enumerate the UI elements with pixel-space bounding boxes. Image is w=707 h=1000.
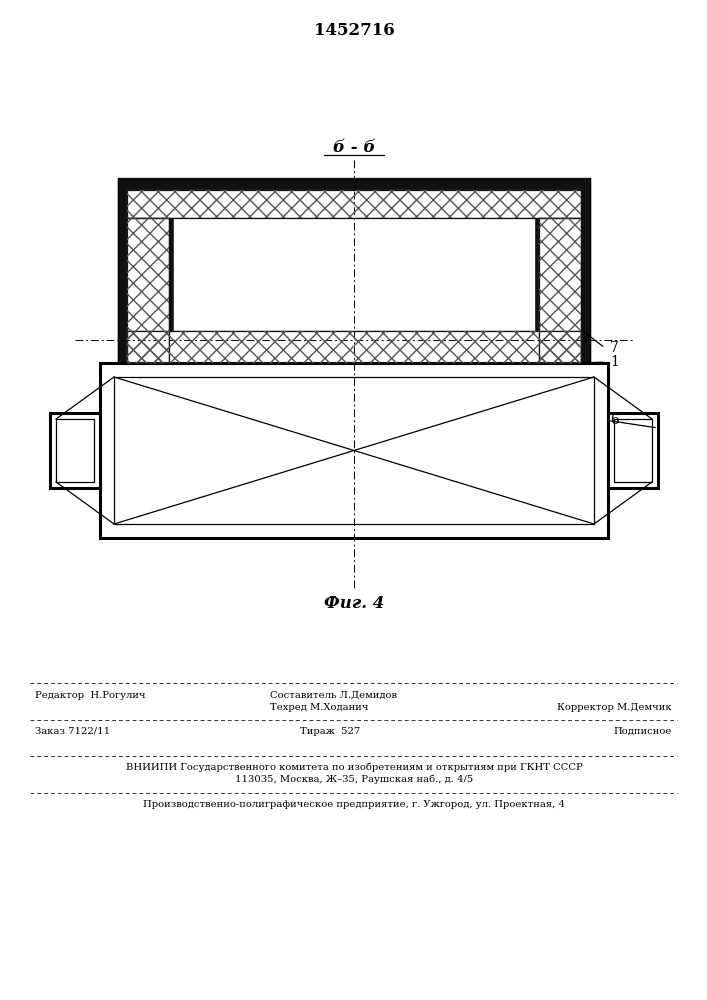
Bar — [608, 413, 658, 488]
Text: Производственно-полиграфическое предприятие, г. Ужгород, ул. Проектная, 4: Производственно-полиграфическое предприя… — [143, 800, 565, 809]
Bar — [127, 190, 581, 218]
Text: Подписное: Подписное — [614, 727, 672, 736]
Text: 7: 7 — [610, 341, 619, 355]
Text: б - б: б - б — [333, 139, 375, 156]
Polygon shape — [534, 218, 539, 363]
Text: Корректор М.Демчик: Корректор М.Демчик — [557, 703, 672, 712]
Bar — [539, 218, 581, 363]
Text: Тираж  527: Тираж 527 — [300, 727, 361, 736]
Polygon shape — [174, 218, 534, 331]
Bar — [127, 331, 581, 363]
Text: 6: 6 — [610, 413, 619, 427]
Bar — [127, 218, 169, 363]
Polygon shape — [118, 178, 590, 190]
Bar — [127, 218, 169, 363]
Polygon shape — [581, 190, 590, 363]
Text: Заказ 7122/11: Заказ 7122/11 — [35, 727, 110, 736]
Text: 1: 1 — [610, 355, 619, 369]
Bar — [127, 331, 581, 363]
Bar — [50, 413, 100, 488]
Bar — [127, 190, 581, 218]
Text: Редактор  Н.Рогулич: Редактор Н.Рогулич — [35, 691, 146, 700]
Text: Фиг. 4: Фиг. 4 — [324, 595, 384, 612]
Bar — [114, 377, 594, 524]
Text: Техред М.Ходанич: Техред М.Ходанич — [270, 703, 368, 712]
Polygon shape — [169, 218, 174, 363]
Bar — [614, 419, 652, 482]
Polygon shape — [118, 190, 127, 363]
Bar — [539, 218, 581, 363]
Text: ВНИИПИ Государственного комитета по изобретениям и открытиям при ГКНТ СССР: ВНИИПИ Государственного комитета по изоб… — [126, 763, 583, 772]
Text: Составитель Л.Демидов: Составитель Л.Демидов — [270, 691, 397, 700]
Text: 113035, Москва, Ж–35, Раушская наб., д. 4/5: 113035, Москва, Ж–35, Раушская наб., д. … — [235, 775, 473, 784]
Bar — [56, 419, 94, 482]
Bar — [100, 363, 608, 538]
Text: 1452716: 1452716 — [314, 22, 395, 39]
